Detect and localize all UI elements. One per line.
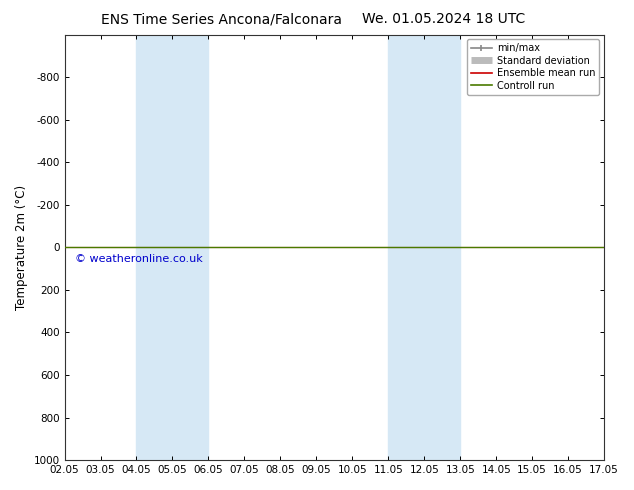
Bar <box>388 35 460 460</box>
Legend: min/max, Standard deviation, Ensemble mean run, Controll run: min/max, Standard deviation, Ensemble me… <box>467 40 599 95</box>
Bar <box>136 35 209 460</box>
Text: We. 01.05.2024 18 UTC: We. 01.05.2024 18 UTC <box>362 12 526 26</box>
Y-axis label: Temperature 2m (°C): Temperature 2m (°C) <box>15 185 28 310</box>
Text: ENS Time Series Ancona/Falconara: ENS Time Series Ancona/Falconara <box>101 12 342 26</box>
Text: © weatheronline.co.uk: © weatheronline.co.uk <box>75 254 203 264</box>
